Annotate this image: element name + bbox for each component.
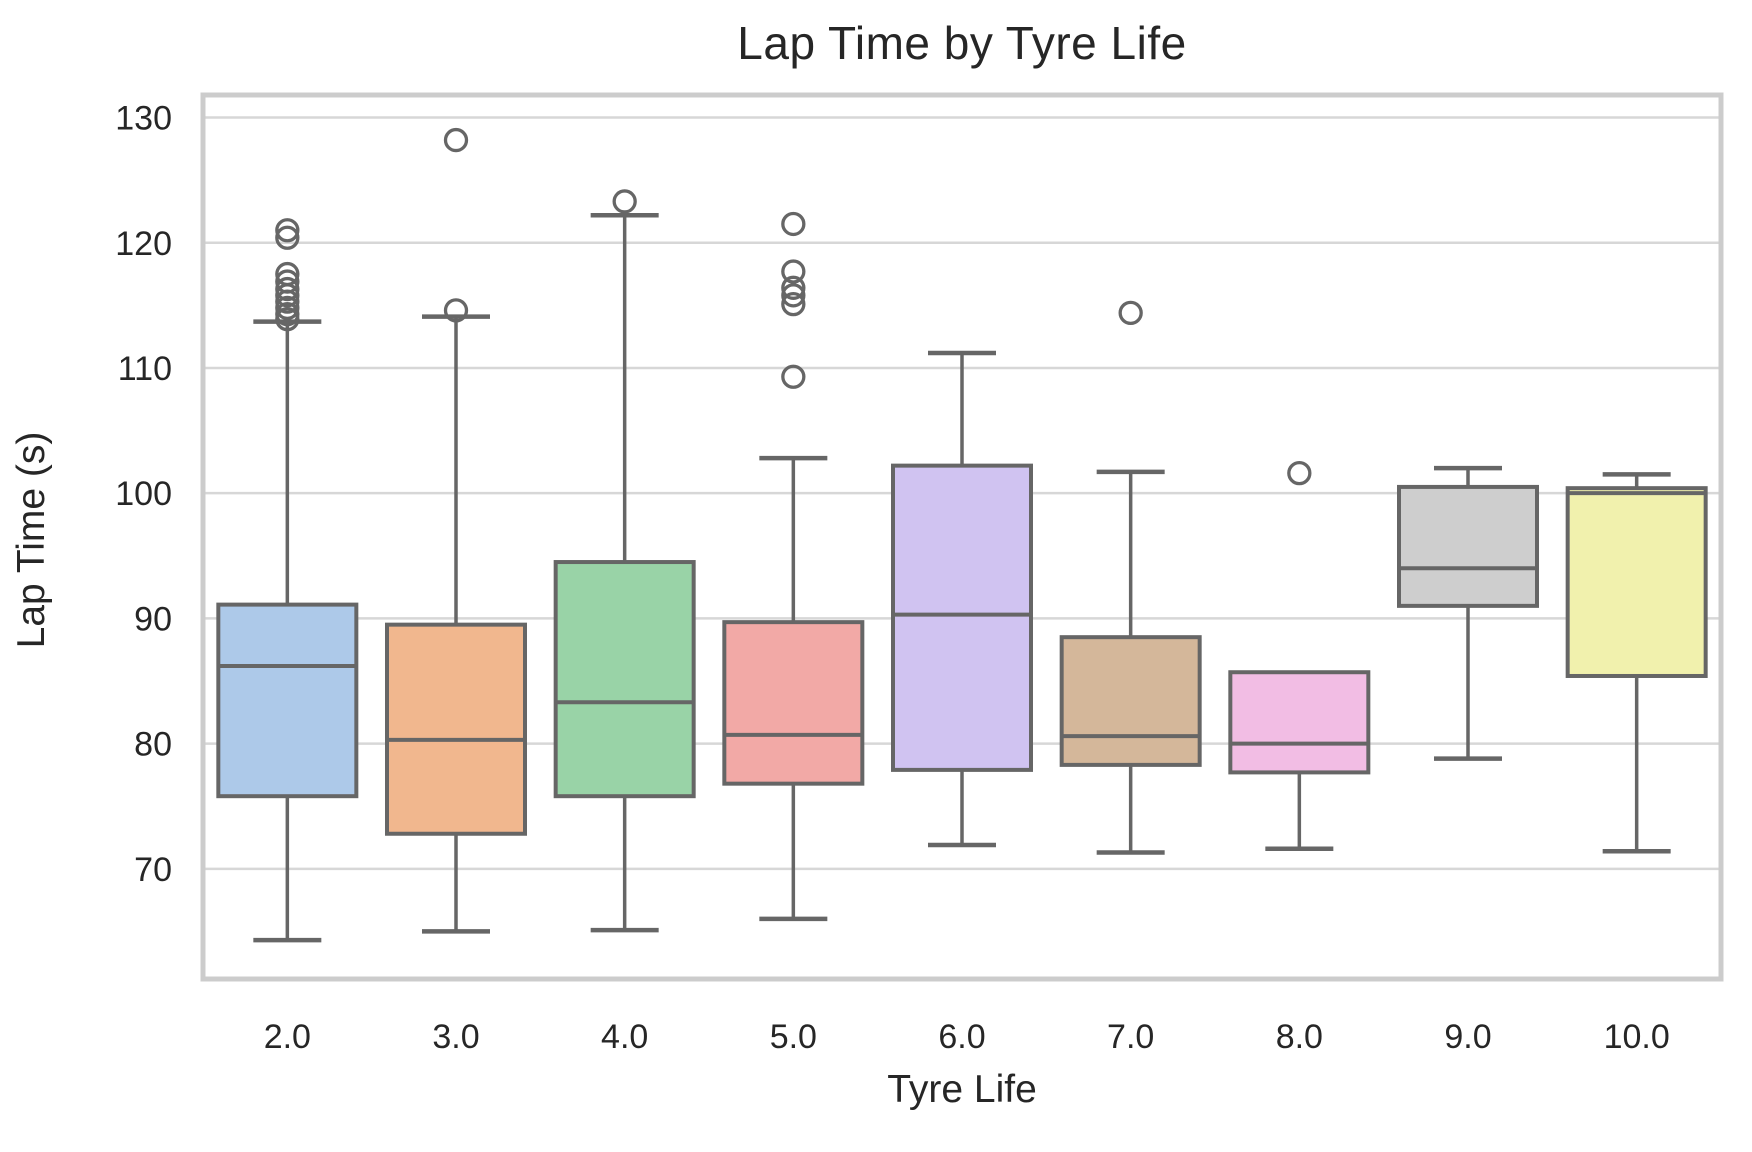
box-rect [1397, 484, 1539, 608]
x-tick-label-5.0: 5.0 [770, 1018, 817, 1056]
box-group-8.0 [1228, 460, 1371, 852]
outlier-point [781, 291, 806, 317]
outlier-point [275, 276, 300, 302]
x-tick-label-10.0: 10.0 [1604, 1018, 1670, 1056]
box-group-10.0 [1565, 472, 1708, 854]
outlier-point [443, 127, 469, 153]
outlier-point [275, 301, 300, 327]
box-group-5.0 [722, 211, 865, 922]
box-group-9.0 [1397, 465, 1539, 761]
x-tick-label-2.0: 2.0 [264, 1018, 311, 1056]
box-rect [553, 560, 696, 799]
y-tick-label-130: 130 [115, 100, 172, 138]
plot-border [200, 92, 1724, 982]
box-rect [891, 463, 1033, 772]
box-rect [1228, 670, 1371, 775]
box-group-3.0 [385, 127, 527, 934]
y-tick-label-110: 110 [118, 350, 172, 388]
x-tick-label-7.0: 7.0 [1107, 1018, 1154, 1056]
y-tick-label-120: 120 [115, 225, 172, 263]
y-tick-label-90: 90 [134, 600, 172, 638]
x-tick-label-9.0: 9.0 [1444, 1018, 1491, 1056]
outlier-point [612, 189, 637, 214]
x-tick-label-6.0: 6.0 [938, 1018, 985, 1056]
x-tick-label-4.0: 4.0 [601, 1018, 648, 1056]
outlier-point [275, 218, 300, 243]
outlier-point [275, 295, 300, 321]
box-group-2.0 [216, 218, 359, 943]
x-tick-label-8.0: 8.0 [1276, 1018, 1323, 1056]
outlier-point [781, 283, 806, 308]
outlier-point [781, 275, 806, 300]
outlier-point [1287, 460, 1312, 486]
outlier-point [781, 259, 806, 284]
outlier-point [1118, 300, 1143, 326]
outlier-point [275, 225, 300, 250]
outlier-point [275, 261, 300, 287]
box-rect [385, 622, 527, 836]
y-tick-label-100: 100 [115, 475, 172, 513]
y-tick-label-70: 70 [134, 851, 172, 889]
y-axis-label: Lap Time (s) [10, 431, 53, 649]
box-rect [722, 620, 865, 786]
x-axis-label: Tyre Life [887, 1068, 1037, 1111]
box-group-6.0 [891, 350, 1033, 848]
outlier-point [275, 269, 300, 294]
box-rect [216, 602, 359, 799]
y-tick-label-80: 80 [134, 726, 172, 764]
chart-title: Lap Time by Tyre Life [737, 17, 1187, 69]
box-group-4.0 [553, 189, 696, 933]
box-rect [1059, 635, 1202, 767]
outlier-point [781, 211, 806, 237]
x-tick-label-3.0: 3.0 [432, 1018, 479, 1056]
outlier-point [781, 364, 806, 389]
box-group-7.0 [1059, 300, 1202, 855]
box-rect [1565, 486, 1708, 678]
outlier-point [443, 298, 469, 323]
